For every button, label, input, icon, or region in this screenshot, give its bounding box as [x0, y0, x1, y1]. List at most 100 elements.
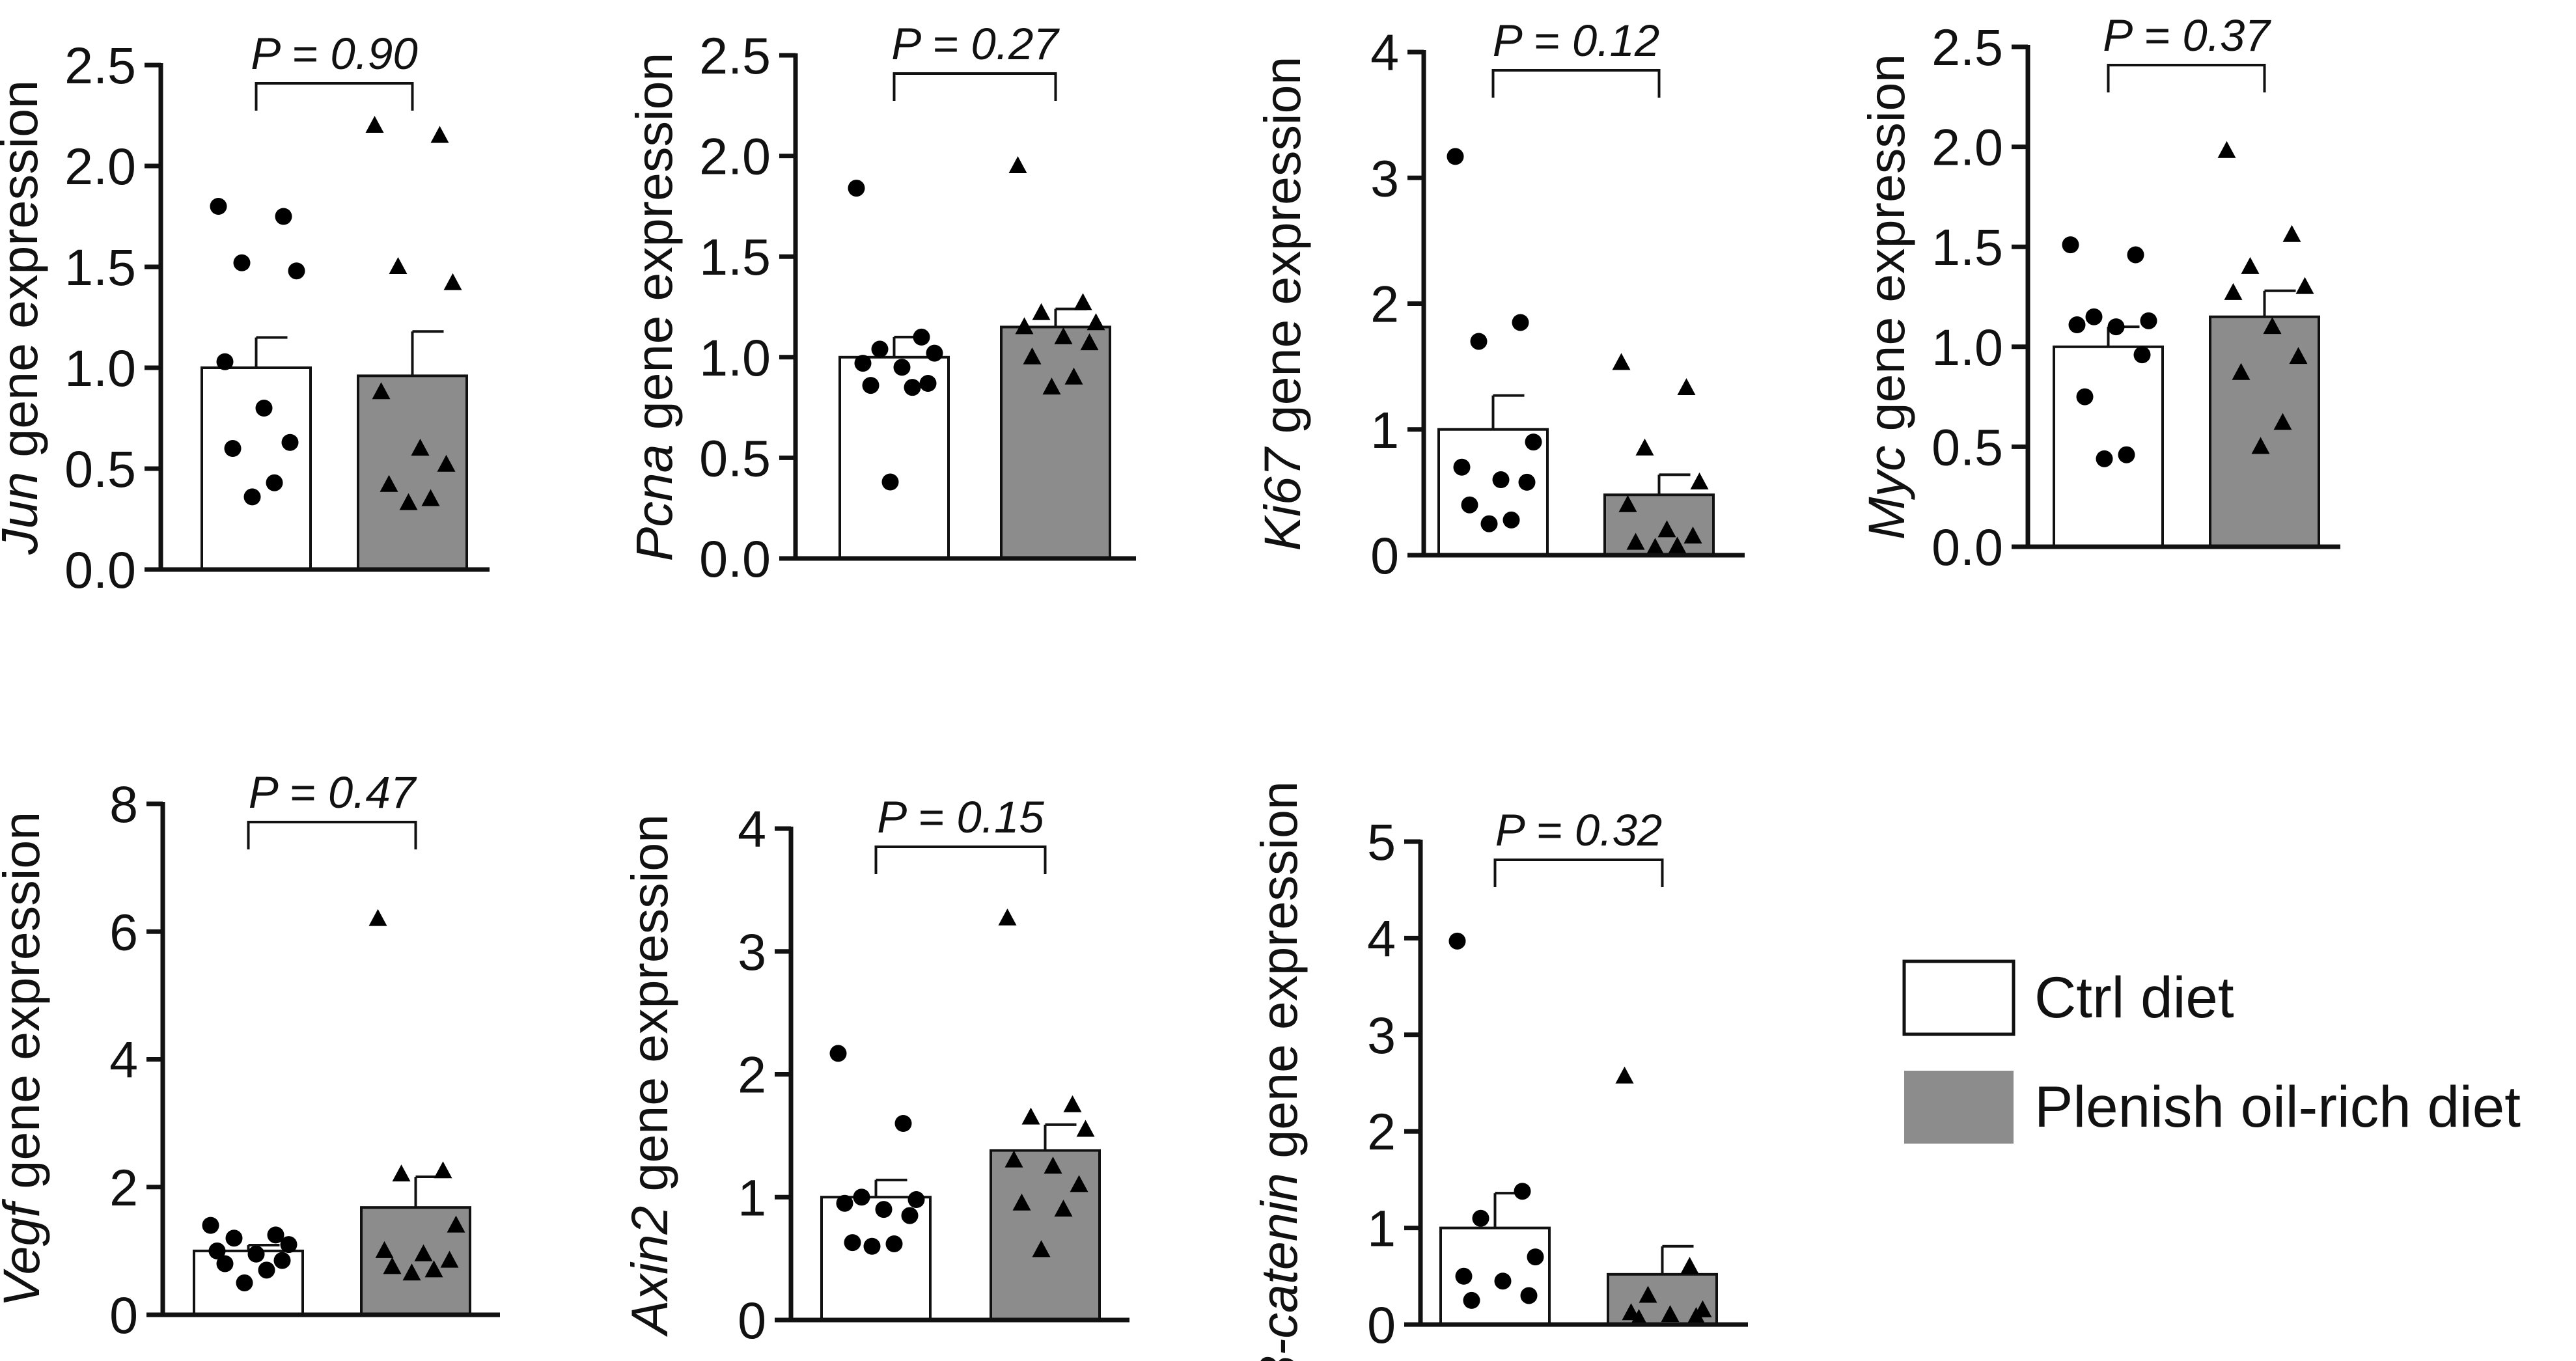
data-point-ctrl: [1512, 314, 1529, 331]
data-point-ctrl: [1448, 932, 1466, 950]
data-point-ctrl: [844, 1234, 861, 1252]
data-point-ctrl: [1463, 1291, 1480, 1309]
y-axis-label: β-catenin gene expression: [1250, 781, 1308, 1361]
data-point-plenish: [2251, 437, 2270, 454]
data-point-ctrl: [904, 379, 921, 396]
y-axis-label-suffix: gene expression: [1253, 57, 1311, 448]
data-point-ctrl: [2085, 308, 2103, 325]
y-tick-label: 2: [109, 1159, 138, 1217]
data-point-ctrl: [875, 1201, 893, 1218]
data-point-plenish: [440, 1250, 459, 1268]
data-point-plenish: [1076, 1120, 1095, 1137]
data-point-plenish: [1012, 1193, 1031, 1211]
legend-label-ctrl: Ctrl diet: [2034, 965, 2234, 1030]
data-point-ctrl: [208, 1242, 226, 1259]
data-point-plenish: [1629, 1309, 1648, 1327]
y-tick-label: 0.5: [64, 440, 136, 498]
data-point-ctrl: [853, 1189, 870, 1206]
legend-label-plenish: Plenish oil-rich diet: [2034, 1074, 2521, 1139]
data-point-plenish: [1064, 367, 1083, 385]
data-point-plenish: [389, 257, 408, 274]
p-value-label: P = 0.27: [891, 19, 1060, 69]
significance-bracket: [1493, 859, 1664, 887]
data-point-ctrl: [901, 1207, 919, 1224]
data-point-plenish: [414, 1244, 433, 1261]
data-point-ctrl: [266, 474, 283, 491]
data-point-ctrl: [926, 344, 943, 362]
data-point-plenish: [1690, 472, 1709, 489]
y-tick-label: 0: [109, 1286, 138, 1344]
data-point-ctrl: [871, 340, 889, 358]
data-point-ctrl: [1470, 333, 1488, 350]
data-point-ctrl: [1453, 458, 1471, 476]
y-tick-label: 1: [1370, 401, 1399, 459]
data-point-ctrl: [1503, 511, 1520, 529]
data-point-plenish: [1683, 527, 1702, 544]
data-point-ctrl: [1520, 1287, 1538, 1304]
data-point-plenish: [383, 1257, 402, 1274]
bar-plenish: [990, 1149, 1101, 1322]
chart-4: 0 2 4 6 8 Vegf gene expression P = 0.47: [0, 767, 500, 1344]
data-point-plenish: [437, 454, 456, 472]
data-point-plenish: [2232, 363, 2251, 380]
data-point-plenish: [1680, 1256, 1699, 1274]
data-point-ctrl: [885, 1235, 903, 1252]
data-point-ctrl: [2140, 312, 2157, 329]
significance-bracket: [1491, 69, 1661, 98]
data-point-ctrl: [2076, 388, 2094, 406]
gene-name: Jun: [0, 472, 48, 555]
y-axis-label-suffix: gene expression: [625, 53, 683, 445]
y-tick-label: 2.5: [699, 27, 771, 85]
data-point-plenish: [1042, 378, 1061, 395]
y-tick-label: 2.5: [1932, 18, 2003, 76]
data-point-plenish: [1070, 1175, 1088, 1192]
gene-name: β-catenin: [1250, 1173, 1308, 1361]
data-point-ctrl: [881, 473, 899, 491]
p-value-label: P = 0.47: [249, 767, 417, 818]
y-tick-label: 0.5: [1932, 418, 2003, 476]
y-axis-label: Jun gene expression: [0, 80, 48, 555]
y-tick-label: 0: [1367, 1296, 1396, 1354]
y-tick-label: 1.5: [699, 228, 771, 286]
bar-ctrl: [1437, 428, 1549, 557]
gene-name: Vegf: [0, 1199, 50, 1308]
y-tick-label: 0.0: [1932, 518, 2003, 576]
data-point-ctrl: [255, 400, 273, 417]
data-point-ctrl: [848, 180, 865, 197]
data-point-ctrl: [267, 1226, 284, 1244]
data-point-ctrl: [216, 1255, 234, 1272]
data-point-ctrl: [2118, 446, 2135, 463]
data-point-ctrl: [1514, 1183, 1531, 1200]
data-point-plenish: [1661, 1305, 1680, 1323]
y-tick-label: 4: [1367, 909, 1396, 967]
data-point-plenish: [1032, 303, 1051, 320]
y-axis-label: Ki67 gene expression: [1253, 57, 1311, 551]
significance-bracket: [247, 821, 417, 849]
data-point-ctrl: [1494, 1272, 1512, 1290]
y-tick-label: 2: [1367, 1103, 1396, 1161]
legend-swatch-plenish: [1904, 1071, 2014, 1144]
gene-name: Axin2: [620, 1206, 678, 1338]
data-point-plenish: [402, 1263, 421, 1281]
data-point-ctrl: [236, 1274, 253, 1291]
y-axis-label-suffix: gene expression: [0, 812, 50, 1203]
significance-bracket: [2107, 64, 2266, 92]
data-point-plenish: [1073, 293, 1092, 310]
significance-bracket: [255, 82, 414, 111]
bar-plenish: [357, 374, 468, 571]
significance-bracket: [893, 72, 1057, 101]
data-point-plenish: [1668, 536, 1687, 554]
data-point-plenish: [411, 439, 430, 456]
data-point-plenish: [2241, 256, 2260, 274]
chart-panels: 0.0 0.5 1.0 1.5 2.0 2.5 Jun gene expression P =…: [0, 10, 2340, 1361]
y-tick-label: 5: [1367, 813, 1396, 871]
data-point-plenish: [1087, 313, 1105, 331]
data-point-plenish: [1080, 333, 1099, 351]
y-tick-label: 3: [1370, 149, 1399, 207]
data-point-plenish: [421, 489, 440, 506]
y-tick-label: 3: [1367, 1006, 1396, 1064]
data-point-ctrl: [275, 208, 292, 225]
data-point-plenish: [1032, 1240, 1051, 1258]
data-point-plenish: [1677, 378, 1696, 395]
